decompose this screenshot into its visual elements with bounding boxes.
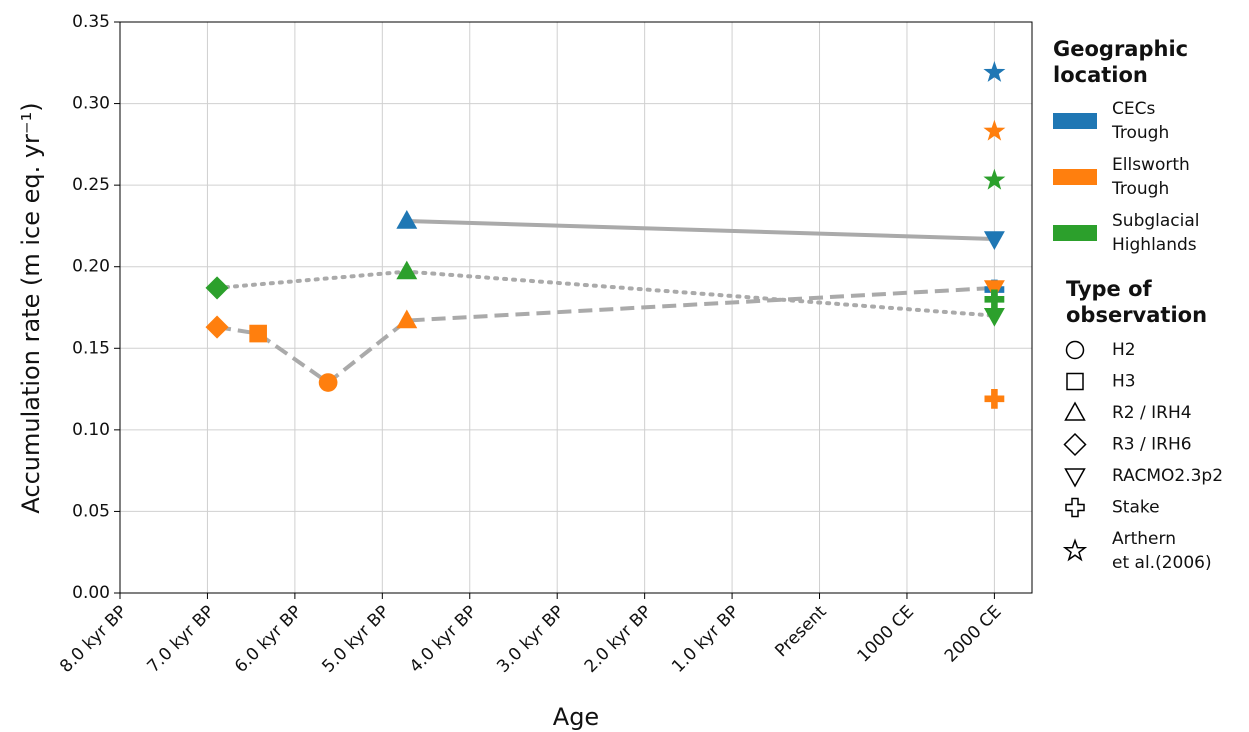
data-point [983,61,1006,82]
trend-line [216,285,995,386]
legend-label: Ellsworth [1112,155,1190,175]
data-point [205,315,229,339]
legend-label: H3 [1112,372,1136,392]
legend-marker [1065,497,1085,518]
data-point [318,373,338,392]
data-point [983,231,1005,250]
data-point [983,168,1006,190]
legend-title: Type of [1066,277,1153,301]
x-axis-label: Age [553,703,599,731]
legend-label: H2 [1112,340,1136,360]
legend-marker [1065,340,1085,360]
x-tick-label: 2.0 kyr BP [581,602,656,677]
y-tick-label: 0.10 [72,420,110,440]
legend-label: et al.(2006) [1112,553,1212,573]
legend-label: Trough [1111,123,1169,143]
x-tick-label: 2000 CE [941,602,1006,667]
x-tick-label: Present [771,602,830,661]
data-point [249,324,267,343]
legend-marker [1064,401,1086,421]
y-axis-label: Accumulation rate (m ice eq. yr⁻¹) [17,102,45,513]
legend-title: location [1053,63,1148,87]
legend-label: Subglacial [1112,211,1200,231]
y-tick-label: 0.20 [72,257,110,277]
data-point [983,119,1006,141]
x-tick-label: 1.0 kyr BP [668,602,743,677]
legend-title: Geographic [1053,37,1188,61]
legend-marker [1064,468,1086,488]
legend-title: observation [1066,303,1207,327]
x-tick-label: 3.0 kyr BP [493,602,568,677]
legend-label: Stake [1112,498,1160,518]
legend-label: Trough [1111,179,1169,199]
data-point [205,276,229,300]
legend-label: R3 / IRH6 [1112,435,1192,455]
data-point [983,307,1005,327]
y-tick-label: 0.30 [72,94,110,114]
legend-label: Highlands [1112,235,1197,255]
y-tick-label: 0.35 [72,12,110,32]
data-point [396,210,418,229]
y-tick-label: 0.05 [72,501,110,521]
data-point [396,260,418,280]
x-tick-label: 1000 CE [853,602,918,667]
x-tick-label: 8.0 kyr BP [56,602,131,677]
legend-label: CECs [1112,99,1155,119]
legend-marker [1063,432,1087,457]
trend-line [406,219,995,241]
x-tick-label: 5.0 kyr BP [318,602,393,677]
legend-marker [1066,372,1084,391]
y-tick-label: 0.25 [72,175,110,195]
x-tick-label: 7.0 kyr BP [144,602,219,677]
legend-marker [1062,538,1088,562]
data-point [396,309,418,329]
legend-label: RACMO2.3p2 [1112,466,1223,486]
y-tick-label: 0.15 [72,338,110,358]
legend-label: Arthern [1112,529,1176,549]
x-tick-label: 4.0 kyr BP [406,602,481,677]
legend-label: R2 / IRH4 [1112,403,1192,423]
data-point [984,388,1005,409]
y-tick-label: 0.00 [72,583,110,603]
legend-swatch [1053,169,1097,185]
legend-swatch [1053,225,1097,241]
plot-frame [119,21,1033,594]
legend-swatch [1053,113,1097,129]
x-tick-label: 6.0 kyr BP [231,602,306,677]
data-point [984,289,1005,310]
